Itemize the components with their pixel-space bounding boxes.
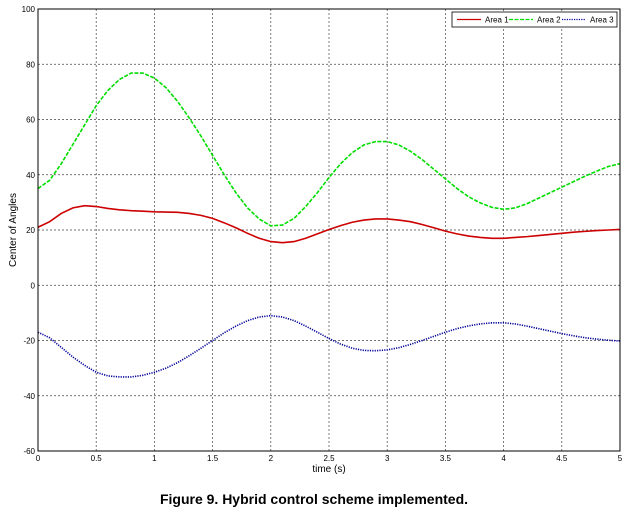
y-tick-label: 20 — [26, 226, 35, 235]
x-tick-label: 1.5 — [207, 454, 219, 463]
x-tick-label: 0.5 — [91, 454, 103, 463]
y-tick-label: -40 — [23, 392, 35, 401]
line-chart: 0 0.5 1 1.5 2 2.5 3 3.5 4 4.5 5 -60 -40 -20 0 20 40 60 80… — [8, 5, 623, 475]
legend-entry-label: Area 1 — [485, 16, 509, 25]
y-tick-label: 40 — [26, 171, 35, 180]
plot-frame — [37, 8, 621, 452]
y-axis-label: Center of Angles — [8, 193, 19, 267]
y-tick-labels: -60 -40 -20 0 20 40 60 80 100 — [22, 5, 36, 456]
series-line-area-3 — [37, 314, 621, 378]
x-tick-label: 0 — [36, 454, 41, 463]
x-tick-label: 2.5 — [323, 454, 335, 463]
y-tick-label: 60 — [26, 116, 35, 125]
x-axis-label: time (s) — [312, 464, 345, 475]
legend-box — [451, 11, 618, 28]
series-line-area-2 — [37, 72, 621, 227]
y-tick-label: 0 — [31, 281, 36, 290]
x-tick-label: 3.5 — [440, 454, 452, 463]
y-tick-label: -20 — [23, 337, 35, 346]
figure-caption: Figure 9. Hybrid control scheme implemen… — [159, 491, 469, 507]
x-tick-label: 2 — [269, 454, 274, 463]
series-line-area-1 — [37, 204, 621, 244]
x-tick-label: 4 — [501, 454, 506, 463]
x-tick-label: 5 — [618, 454, 623, 463]
y-tick-label: 80 — [26, 60, 35, 69]
x-tick-label: 4.5 — [556, 454, 568, 463]
y-tick-label: 100 — [22, 5, 36, 14]
y-tick-label: -60 — [23, 447, 35, 456]
legend: Area 1 Area 2 Area 3 — [451, 11, 618, 28]
legend-entry-label: Area 3 — [590, 16, 614, 25]
legend-entry-label: Area 2 — [537, 16, 561, 25]
series-lines — [37, 72, 621, 378]
x-tick-label: 1 — [152, 454, 157, 463]
x-tick-labels: 0 0.5 1 1.5 2 2.5 3 3.5 4 4.5 5 — [36, 454, 623, 463]
x-tick-label: 3 — [385, 454, 390, 463]
